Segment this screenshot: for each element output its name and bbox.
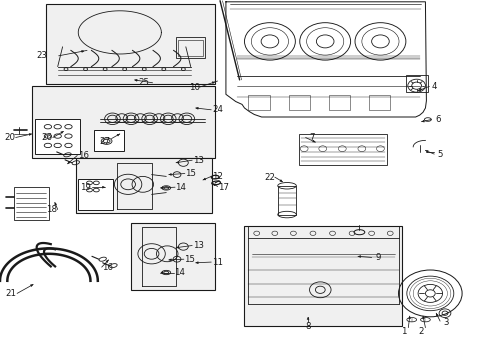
Text: 16: 16 [102,263,113,271]
Text: 27: 27 [100,136,110,145]
Text: 5: 5 [436,150,442,158]
Text: 16: 16 [78,151,88,160]
Text: 2: 2 [418,328,424,336]
Text: 24: 24 [212,105,223,114]
Text: 13: 13 [192,241,203,250]
Text: 14: 14 [174,268,185,277]
Bar [176,37,205,58]
Text: 15: 15 [184,255,195,264]
Text: 13: 13 [192,156,203,165]
Bar [76,158,211,213]
Bar [288,95,309,110]
Text: 17: 17 [218,183,228,192]
Text: 23: 23 [36,51,47,60]
Bar [244,226,401,326]
Bar [277,186,296,215]
Text: 6: 6 [434,115,440,124]
Bar [248,95,269,110]
Bar [14,187,49,220]
Bar [299,134,386,165]
Text: 4: 4 [430,82,436,91]
Text: 18: 18 [46,205,57,214]
Text: 12: 12 [212,172,223,181]
Bar [178,40,203,56]
Text: 25: 25 [139,78,149,87]
Bar [78,179,113,210]
Text: 11: 11 [212,258,223,266]
Text: 22: 22 [264,173,275,181]
Bar [405,75,427,92]
Text: 10: 10 [189,83,200,91]
Text: 9: 9 [375,253,380,262]
Bar [368,95,389,110]
Bar [328,95,349,110]
Text: 21: 21 [5,289,16,298]
Bar [131,223,215,290]
Text: 8: 8 [305,323,310,331]
Text: 15: 15 [185,169,196,178]
Text: 19: 19 [80,183,91,192]
Text: 20: 20 [4,133,15,142]
Bar [35,119,80,154]
Text: 1: 1 [400,328,406,336]
Bar [32,86,215,158]
Text: 14: 14 [175,183,186,192]
Text: 3: 3 [442,318,448,327]
Text: 7: 7 [308,133,314,142]
Text: 26: 26 [41,133,52,142]
Bar [94,130,124,151]
Bar [46,4,215,84]
